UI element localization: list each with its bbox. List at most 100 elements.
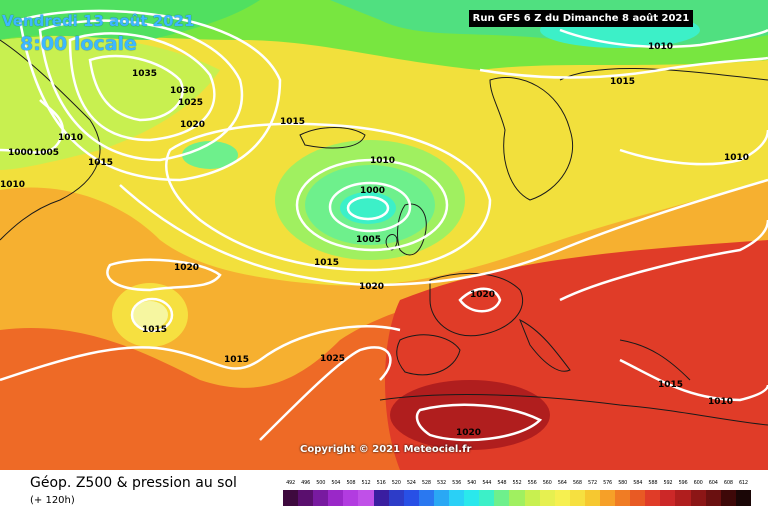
- isobar-label: 1005: [356, 235, 382, 245]
- legend-swatch: [403, 490, 419, 506]
- legend-swatch: [599, 490, 616, 506]
- isobar-1010-se: [619, 358, 768, 402]
- map-canvas: [0, 0, 768, 470]
- coastlines: [0, 39, 768, 426]
- isobar-label: 1015: [314, 258, 340, 268]
- isobar-label: 1020: [359, 282, 385, 292]
- isobar-label: 1015: [88, 158, 114, 168]
- coast-britain: [397, 203, 427, 256]
- legend-swatch: [388, 490, 404, 506]
- isobar-1020-main: [119, 178, 768, 287]
- coast-scandinavia: [489, 76, 574, 201]
- isobar-label: 1030: [170, 86, 196, 96]
- legend-swatch: [524, 490, 540, 506]
- isobar-label: 1000: [8, 148, 34, 158]
- forecast-offset: (+ 120h): [30, 495, 75, 506]
- legend-swatch: [660, 490, 676, 506]
- legend-swatch: [418, 490, 434, 506]
- legend-tick-label: 584: [633, 480, 643, 486]
- legend-swatch: [705, 490, 721, 506]
- legend-swatch: [343, 490, 359, 506]
- isobar-1015-east: [559, 219, 768, 302]
- isobar-label: 1020: [180, 120, 206, 130]
- legend-tick-label: 560: [542, 480, 552, 486]
- legend-swatch: [645, 490, 661, 506]
- legend-swatch: [615, 490, 631, 506]
- legend-swatch: [539, 490, 555, 506]
- isobar-1015-ridge: [130, 297, 174, 333]
- map-caption: Géop. Z500 & pression au sol: [30, 475, 237, 491]
- local-time-title: 8:00 locale: [20, 33, 137, 55]
- legend-swatch: [479, 490, 495, 506]
- legend-tick-label: 568: [572, 480, 582, 486]
- legend-tick-label: 576: [603, 480, 613, 486]
- isobar-label: 1020: [456, 428, 482, 438]
- coast-greenland: [0, 39, 101, 241]
- coast-iberia: [396, 334, 461, 376]
- coast-ireland: [385, 234, 398, 251]
- isobar-label: 1005: [34, 148, 60, 158]
- isobar-label: 1015: [610, 77, 636, 87]
- weather-map: Vendredi 13 août 2021 8:00 locale Run GF…: [0, 0, 768, 470]
- legend-tick-label: 548: [497, 480, 507, 486]
- legend-tick-label: 524: [406, 480, 416, 486]
- legend-swatch: [373, 490, 389, 506]
- field-green-nw: [0, 0, 260, 40]
- legend-swatch: [690, 490, 706, 506]
- legend-tick-label: 532: [437, 480, 446, 486]
- valid-date-title: Vendredi 13 août 2021: [2, 12, 195, 30]
- run-info-box: Run GFS 6 Z du Dimanche 8 août 2021: [469, 10, 693, 27]
- isobar-label: 1025: [320, 354, 346, 364]
- isobar-1015-north: [479, 56, 768, 79]
- coast-italy: [519, 318, 571, 372]
- legend-swatch: [554, 490, 570, 506]
- legend-swatch: [298, 490, 314, 506]
- isobar-label: 1010: [708, 397, 734, 407]
- legend-swatch: [464, 490, 480, 506]
- isobar-1030: [68, 32, 216, 142]
- isobar-label: 1010: [58, 133, 84, 143]
- legend-tick-label: 556: [527, 480, 537, 486]
- legend-swatch: [569, 490, 585, 506]
- isobar-1000-low: [346, 195, 390, 221]
- legend-swatch: [735, 490, 751, 506]
- isobar-1020-france: [458, 287, 502, 313]
- isobar-1020-south: [0, 325, 401, 382]
- isobar-label: 1010: [0, 180, 26, 190]
- legend-swatch: [675, 490, 691, 506]
- legend-tick-label: 596: [678, 480, 688, 486]
- legend-swatch: [433, 490, 450, 506]
- legend-tick-label: 572: [587, 480, 597, 486]
- isobar-label: 1020: [174, 263, 200, 273]
- isobar-label: 1010: [370, 156, 396, 166]
- legend-tick-label: 564: [557, 480, 567, 486]
- legend-tick-label: 516: [376, 480, 386, 486]
- legend-swatch: [509, 490, 525, 506]
- coast-north-africa: [379, 394, 768, 426]
- isobar-1035: [88, 54, 184, 122]
- legend-tick-label: 528: [421, 480, 431, 486]
- isobar-1025: [259, 346, 392, 441]
- isobar-label: 1020: [470, 290, 496, 300]
- legend-tick-label: 588: [648, 480, 658, 486]
- isobar-label: 1025: [178, 98, 204, 108]
- legend-swatch: [584, 490, 600, 506]
- isobar-1005-low: [328, 181, 412, 233]
- isobar-label: 1035: [132, 69, 158, 79]
- footer: Géop. Z500 & pression au sol (+ 120h) 49…: [0, 470, 768, 512]
- legend-tick-label: 608: [723, 480, 733, 486]
- isobar-label: 1015: [658, 380, 684, 390]
- isobar-label: 1010: [648, 42, 674, 52]
- legend-tick-label: 500: [316, 480, 326, 486]
- legend-tick-label: 604: [708, 480, 718, 486]
- legend-tick-label: 508: [346, 480, 356, 486]
- coast-greece: [619, 339, 691, 381]
- isobar-1010-north: [559, 28, 768, 49]
- legend-tick-label: 592: [663, 480, 673, 486]
- field-ridge-core: [132, 301, 168, 329]
- legend-tick-label: 504: [331, 480, 341, 486]
- legend-tick-label: 492: [286, 480, 296, 486]
- isobars: [0, 9, 768, 442]
- legend-tick-label: 536: [452, 480, 462, 486]
- legend-tick-label: 600: [693, 480, 703, 486]
